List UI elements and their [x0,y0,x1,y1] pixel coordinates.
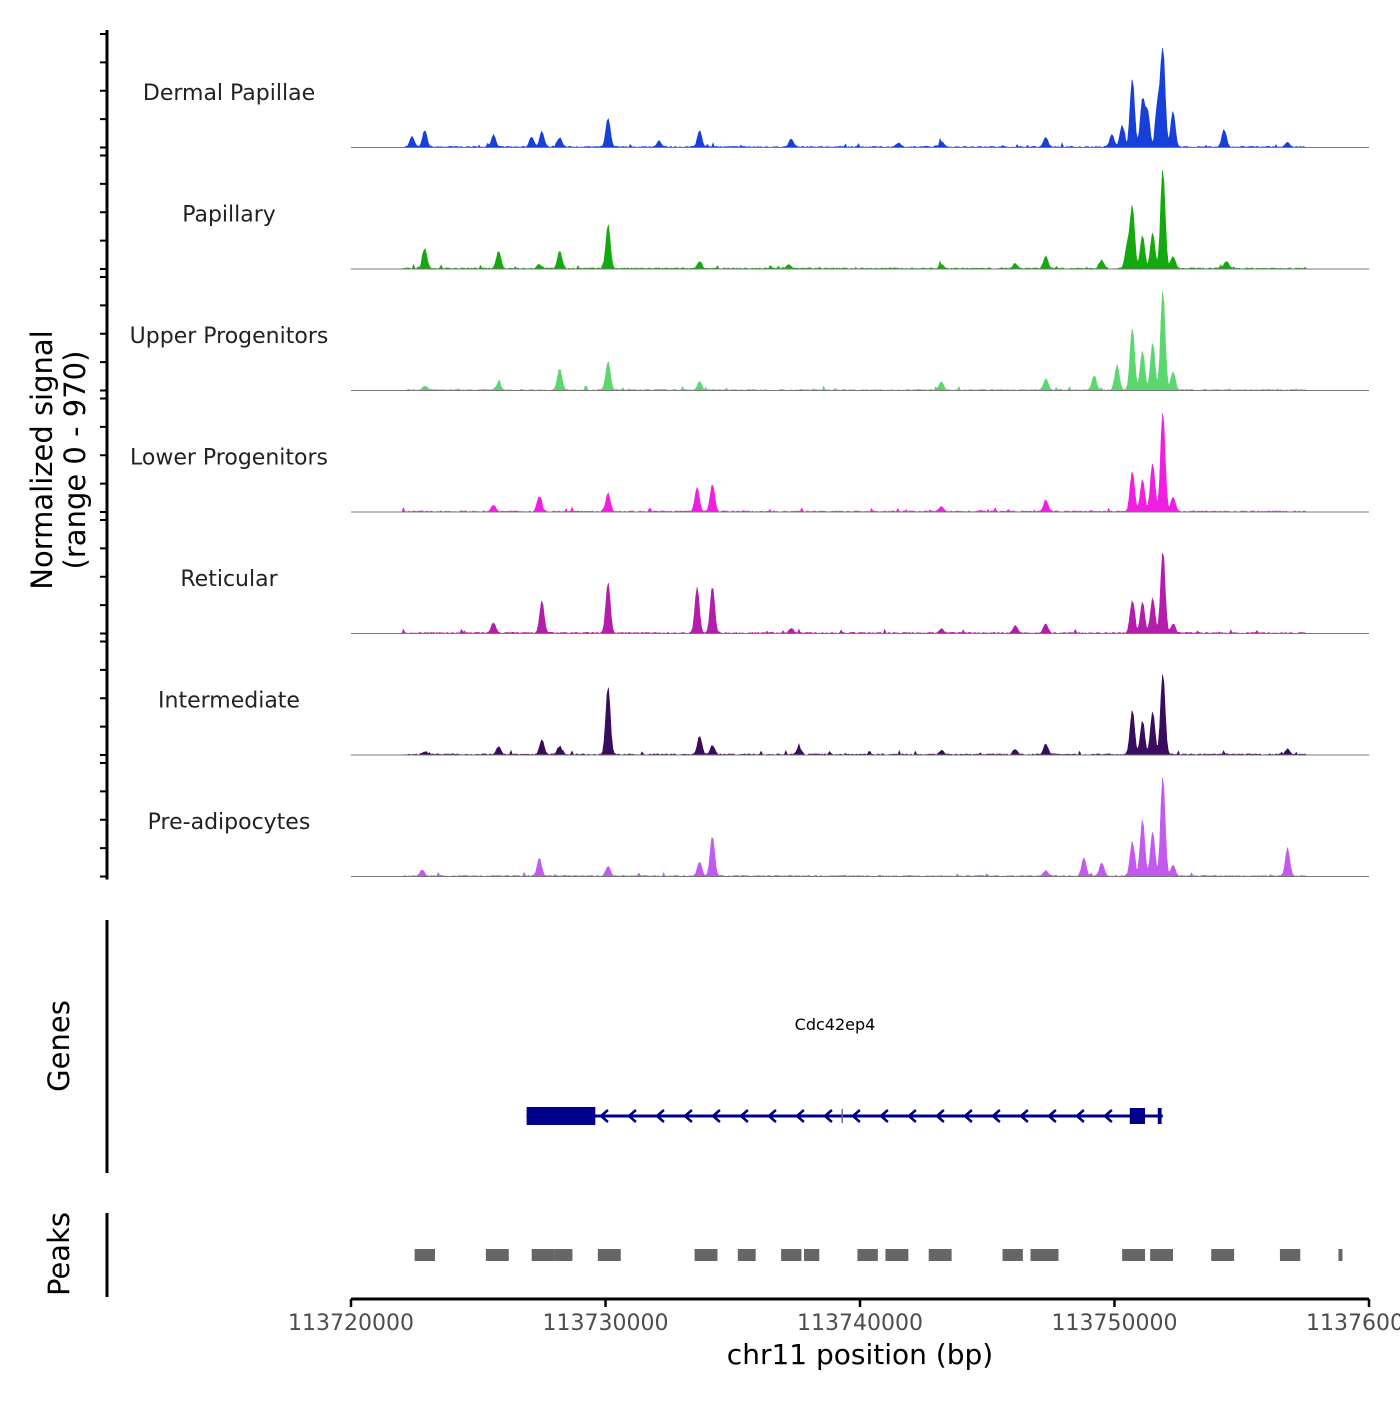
peak-region [597,1249,621,1261]
y-axis-label: Normalized signal [25,330,59,589]
gene-exon [1157,1108,1162,1124]
peak-region [857,1249,878,1261]
signal-area [351,552,1369,634]
track-label: Pre-adipocytes [148,810,311,835]
peak-region [1338,1249,1343,1261]
signal-area [351,47,1369,148]
peak-region [928,1249,952,1261]
signal-tracks: Dermal Papillae Papillary Upper Progenitor… [130,47,1369,877]
signal-area [351,777,1369,877]
x-tick-label: 113730000 [543,1311,669,1336]
strand-arrow [878,1109,889,1123]
x-tick-label: 113760000 [1306,1311,1400,1336]
peak-region [737,1249,756,1261]
track-label: Lower Progenitors [130,446,328,471]
strand-arrow [655,1109,665,1123]
track-label: Upper Progenitors [130,324,329,349]
track-label: Intermediate [158,689,300,714]
peak-region [485,1249,509,1261]
track-intermediate: Intermediate [158,674,1369,756]
signal-area [351,413,1369,513]
peak-region [531,1249,555,1261]
peak-region [694,1249,718,1261]
y-axis [100,30,109,880]
x-axis-label: chr11 position (bp) [727,1338,993,1371]
genes-track-label: Genes [42,1000,76,1092]
track-reticular: Reticular [180,552,1369,634]
track-lower-progenitors: Lower Progenitors [130,413,1369,513]
peak-region [885,1249,909,1261]
strand-arrow [794,1109,805,1123]
strand-arrow [906,1109,917,1123]
strand-arrow [1074,1109,1085,1123]
strand-arrow [683,1109,693,1123]
strand-arrow [1102,1109,1113,1123]
strand-arrow [990,1109,1001,1123]
x-tick-label: 113720000 [288,1311,414,1336]
strand-arrow [739,1109,749,1123]
signal-area [351,291,1369,391]
peak-region [1279,1249,1301,1261]
peak-region [781,1249,802,1261]
strand-arrow [599,1109,609,1123]
peaks-track [105,1213,1343,1297]
x-tick-label: 113740000 [797,1311,923,1336]
strand-arrow [850,1109,861,1123]
track-papillary: Papillary [182,170,1369,270]
strand-arrow [934,1109,945,1123]
peak-region [804,1249,820,1261]
strand-arrow [962,1109,973,1123]
strand-arrow [627,1109,637,1123]
gene-exon [1129,1108,1146,1124]
strand-arrow [1046,1109,1057,1123]
track-upper-progenitors: Upper Progenitors [130,291,1369,391]
strand-arrow [767,1109,777,1123]
peak-region [1211,1249,1235,1261]
strand-arrow [711,1109,721,1123]
peak-region [1030,1249,1059,1261]
signal-area [351,674,1369,756]
peak-region [554,1249,573,1261]
signal-area [351,170,1369,270]
track-dermal-papillae: Dermal Papillae [143,47,1369,148]
genes-track [105,920,1163,1173]
peak-region [1122,1249,1146,1261]
gene-exon [526,1107,596,1125]
peak-region [1002,1249,1023,1261]
peak-region [414,1249,435,1261]
y-axis-label-range: (range 0 - 970) [58,351,92,570]
strand-arrow [822,1109,833,1123]
peaks-track-label: Peaks [42,1212,76,1296]
track-label: Dermal Papillae [143,81,315,106]
track-label: Reticular [180,567,278,592]
strand-arrow [1018,1109,1029,1123]
peak-region [1150,1249,1174,1261]
x-tick-label: 113750000 [1052,1311,1178,1336]
x-axis: 113720000 113730000 113740000 113750000 1137… [288,1297,1400,1336]
gene-name-label: Cdc42ep4 [795,1015,876,1034]
track-pre-adipocytes: Pre-adipocytes [148,777,1369,877]
track-label: Papillary [182,203,276,228]
